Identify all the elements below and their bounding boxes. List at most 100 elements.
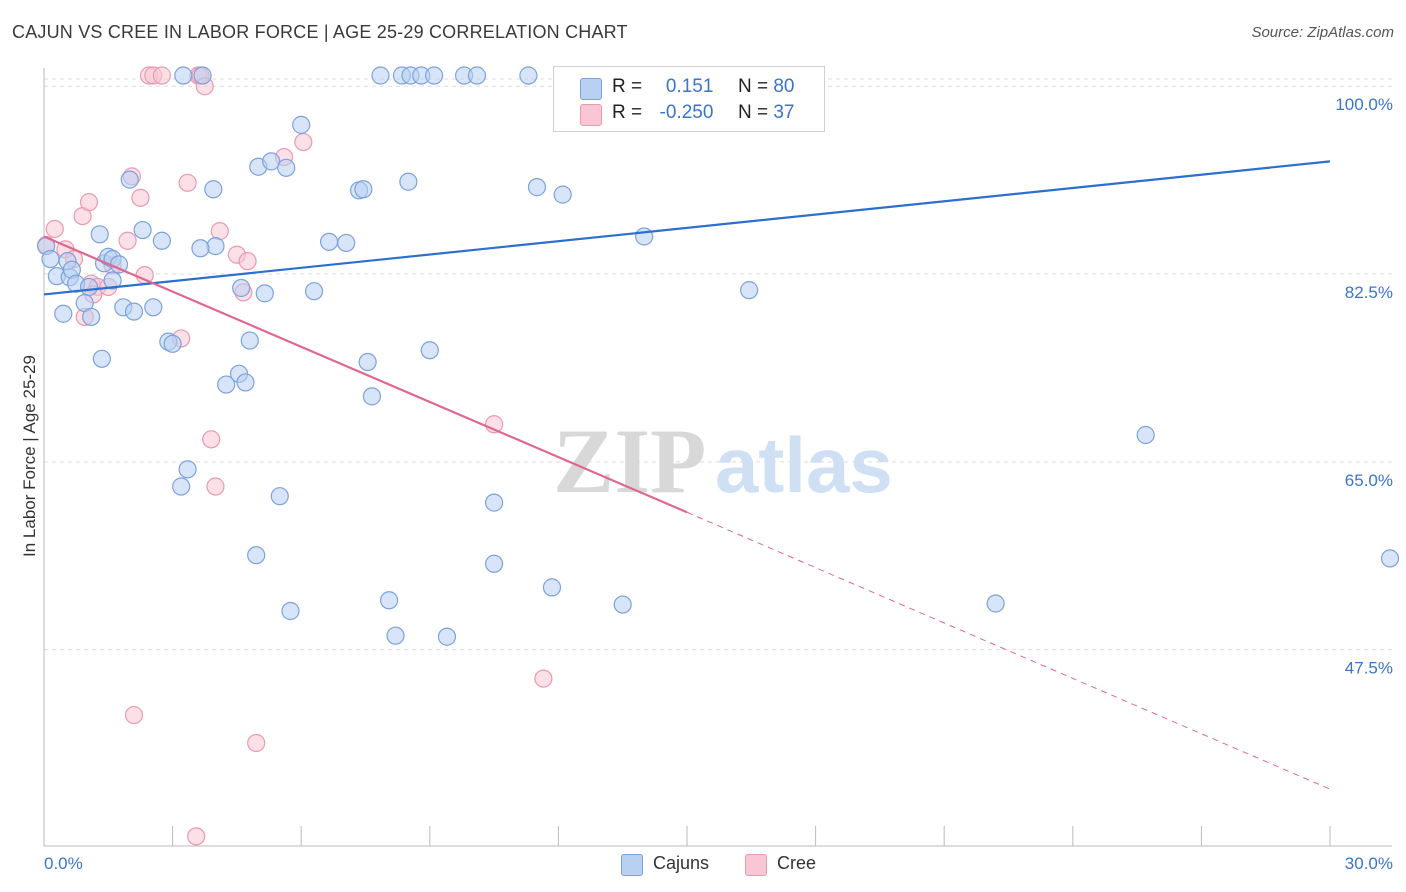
cajun-point	[191, 239, 210, 258]
y-tick-label: 65.0%	[1345, 471, 1393, 490]
cajun-point	[467, 66, 487, 85]
cajuns-legend-label: Cajuns	[653, 853, 710, 873]
cree-legend-label: Cree	[777, 853, 817, 873]
cajun-point	[144, 298, 163, 317]
cree-point	[79, 193, 99, 212]
cree-r-label: R =	[612, 102, 643, 123]
cajun-point	[304, 282, 324, 301]
cajun-point	[240, 331, 259, 350]
cajun-point	[1136, 425, 1155, 445]
cajun-point	[362, 387, 382, 406]
cajuns-legend-swatch	[621, 854, 643, 876]
y-axis-label: In Labor Force | Age 25-29	[20, 355, 39, 557]
cree-stats: R = -0.250 N = 37	[612, 102, 794, 124]
cajun-trend-line	[43, 160, 1331, 296]
cajun-point	[485, 554, 504, 573]
cajun-point	[204, 180, 223, 199]
cajun-point	[527, 178, 547, 197]
cajun-stats: R = 0.151 N = 80	[612, 76, 794, 98]
cajun-point	[386, 626, 405, 645]
cajun-point	[163, 334, 182, 353]
cajun-point	[152, 231, 171, 250]
cajun-point	[82, 307, 101, 327]
cajun-point	[1380, 549, 1400, 568]
x-tick-label-start: 0.0%	[44, 854, 83, 873]
cajun-n-value: 80	[773, 76, 795, 97]
cajun-point	[354, 180, 373, 199]
watermark-atlas: atlas	[715, 421, 893, 509]
cajun-point	[281, 601, 300, 621]
watermark: ZIP atlas	[553, 410, 893, 512]
cree-point	[534, 669, 553, 688]
cree-point	[238, 252, 257, 271]
cajun-point	[424, 66, 444, 85]
grid-lines	[44, 78, 1392, 651]
cajun-point	[542, 578, 562, 597]
cajun-point	[90, 225, 109, 244]
cajun-point	[358, 352, 377, 372]
cajun-point	[92, 349, 111, 368]
cajun-point	[337, 233, 356, 253]
cajun-point	[553, 185, 572, 204]
cree-point	[178, 173, 197, 192]
cajun-point	[262, 152, 281, 171]
cree-n-label: N =	[737, 102, 769, 123]
cajun-point	[172, 477, 191, 496]
cajun-point	[292, 115, 311, 134]
cree-trend-line	[43, 235, 688, 514]
cree-point	[294, 132, 313, 152]
cree-point	[187, 827, 206, 846]
cajun-point	[277, 158, 296, 177]
cree-swatch	[580, 104, 602, 126]
cajun-point	[319, 232, 339, 251]
cajun-n-label: N =	[737, 76, 769, 97]
cajun-point	[247, 546, 266, 565]
chart-title: CAJUN VS CREE IN LABOR FORCE | AGE 25-29…	[12, 22, 628, 42]
cree-point	[152, 66, 171, 85]
y-tick-label: 82.5%	[1345, 283, 1393, 302]
cajun-point	[120, 170, 139, 189]
cree-point	[206, 477, 225, 496]
cajun-point	[519, 66, 538, 85]
cree-point	[45, 219, 64, 239]
cree-n-value: 37	[773, 102, 795, 123]
cajun-point	[740, 281, 759, 300]
cajun-point	[613, 595, 632, 614]
cajun-point	[54, 304, 73, 323]
cajun-swatch	[580, 78, 602, 100]
cree-point	[131, 188, 150, 207]
tick-labels: 47.5% 65.0% 82.5% 100.0% 0.0% 30.0%	[44, 95, 1393, 873]
cajun-r-value: 0.151	[665, 76, 714, 97]
cajun-point	[236, 373, 255, 392]
cree-point	[202, 430, 221, 449]
cajun-point	[41, 249, 60, 269]
cree-point	[247, 733, 266, 753]
cajun-point	[420, 341, 439, 360]
trend-lines	[43, 160, 1331, 790]
cajun-point	[986, 594, 1005, 613]
y-tick-label: 47.5%	[1345, 659, 1393, 678]
cajun-point	[379, 591, 399, 610]
cree-point	[210, 222, 229, 241]
cajun-point	[79, 277, 99, 297]
cajun-point	[232, 278, 251, 298]
source-label: Source: ZipAtlas.com	[1251, 24, 1394, 41]
cajun-point	[399, 172, 418, 191]
y-tick-label: 100.0%	[1335, 95, 1393, 114]
cajun-point	[103, 271, 122, 290]
cajun-point	[270, 487, 289, 506]
cajun-point	[371, 66, 390, 85]
cajun-point	[485, 493, 504, 512]
cree-point	[124, 705, 144, 725]
cajun-point	[193, 66, 212, 85]
cajun-point	[133, 220, 152, 240]
cajun-point	[635, 227, 654, 246]
cajun-point	[255, 284, 274, 303]
cajun-point	[174, 66, 193, 85]
cajun-point	[437, 627, 457, 646]
cajun-point	[124, 302, 144, 321]
cree-trend-extension	[686, 511, 1331, 790]
cree-r-value: -0.250	[659, 102, 714, 123]
axes	[43, 68, 1392, 847]
